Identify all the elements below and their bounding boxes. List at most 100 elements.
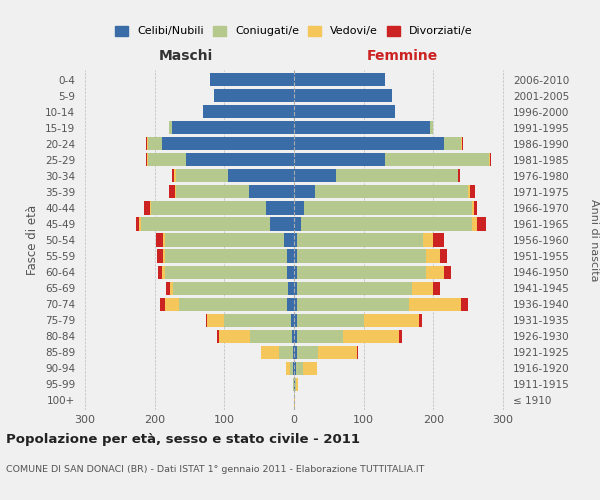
Bar (433, 234, 444, 246)
Bar (224, 314, 290, 327)
Bar (301, 218, 472, 230)
Bar (294, 105, 395, 118)
Bar (458, 170, 460, 182)
Bar (294, 298, 298, 310)
Bar (139, 218, 141, 230)
Bar (250, 330, 292, 343)
Bar (433, 282, 440, 294)
Bar (176, 170, 228, 182)
Bar (294, 250, 298, 262)
Bar (298, 282, 412, 294)
Bar (470, 186, 475, 198)
Bar (294, 362, 296, 375)
Bar (489, 153, 490, 166)
Bar (412, 282, 433, 294)
Bar (385, 153, 489, 166)
Bar (427, 266, 444, 278)
Bar (294, 186, 315, 198)
Bar (217, 330, 219, 343)
Text: Femmine: Femmine (367, 49, 437, 63)
Bar (158, 266, 161, 278)
Bar (266, 202, 294, 214)
Bar (293, 346, 294, 359)
Bar (298, 250, 427, 262)
Bar (298, 330, 343, 343)
Bar (477, 218, 485, 230)
Bar (146, 153, 147, 166)
Bar (364, 314, 419, 327)
Legend: Celibi/Nubili, Coniugati/e, Vedovi/e, Divorziati/e: Celibi/Nubili, Coniugati/e, Vedovi/e, Di… (111, 21, 477, 41)
Bar (474, 202, 477, 214)
Bar (294, 137, 444, 150)
Bar (472, 218, 477, 230)
Bar (169, 186, 175, 198)
Bar (163, 250, 165, 262)
Bar (303, 362, 317, 375)
Bar (472, 202, 474, 214)
Bar (278, 346, 293, 359)
Bar (294, 121, 430, 134)
Bar (148, 153, 186, 166)
Bar (150, 202, 151, 214)
Bar (293, 378, 294, 391)
Bar (294, 314, 298, 327)
Bar (148, 137, 161, 150)
Bar (287, 298, 294, 310)
Text: Popolazione per età, sesso e stato civile - 2011: Popolazione per età, sesso e stato civil… (6, 432, 360, 446)
Bar (175, 186, 176, 198)
Bar (284, 234, 294, 246)
Bar (298, 266, 427, 278)
Bar (427, 250, 440, 262)
Bar (211, 73, 294, 86)
Bar (315, 186, 468, 198)
Text: COMUNE DI SAN DONACI (BR) - Dati ISTAT 1° gennaio 2011 - Elaborazione TUTTITALIA: COMUNE DI SAN DONACI (BR) - Dati ISTAT 1… (6, 466, 424, 474)
Bar (430, 121, 433, 134)
Bar (166, 282, 170, 294)
Bar (343, 330, 398, 343)
Bar (214, 89, 294, 102)
Bar (294, 282, 298, 294)
Bar (298, 234, 423, 246)
Bar (172, 121, 294, 134)
Bar (423, 234, 433, 246)
Bar (165, 298, 179, 310)
Bar (304, 202, 472, 214)
Bar (176, 186, 249, 198)
Bar (170, 282, 173, 294)
Text: Maschi: Maschi (159, 49, 213, 63)
Y-axis label: Fasce di età: Fasce di età (26, 205, 40, 275)
Bar (296, 362, 303, 375)
Bar (151, 202, 266, 214)
Bar (156, 234, 163, 246)
Bar (169, 121, 172, 134)
Y-axis label: Anni di nascita: Anni di nascita (589, 198, 599, 281)
Bar (298, 314, 364, 327)
Bar (440, 250, 447, 262)
Bar (461, 137, 462, 150)
Bar (157, 250, 163, 262)
Bar (186, 153, 294, 166)
Bar (161, 137, 294, 150)
Bar (144, 202, 150, 214)
Bar (294, 234, 298, 246)
Bar (206, 314, 207, 327)
Bar (207, 314, 224, 327)
Bar (147, 137, 148, 150)
Bar (146, 137, 147, 150)
Bar (294, 73, 385, 86)
Bar (294, 394, 295, 407)
Bar (290, 362, 293, 375)
Bar (490, 153, 491, 166)
Bar (173, 282, 289, 294)
Bar (468, 186, 470, 198)
Bar (294, 218, 301, 230)
Bar (287, 266, 294, 278)
Bar (160, 298, 165, 310)
Bar (296, 378, 298, 391)
Bar (294, 266, 298, 278)
Bar (336, 170, 458, 182)
Bar (174, 170, 176, 182)
Bar (294, 202, 304, 214)
Bar (203, 105, 294, 118)
Bar (298, 298, 409, 310)
